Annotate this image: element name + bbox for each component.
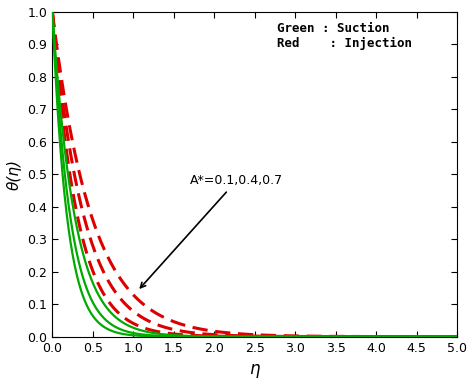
Y-axis label: θ(η): θ(η): [7, 159, 22, 190]
Text: Green : Suction
Red    : Injection: Green : Suction Red : Injection: [277, 22, 412, 50]
X-axis label: η: η: [249, 360, 260, 378]
Text: A*=0.1,0.4,0.7: A*=0.1,0.4,0.7: [140, 174, 283, 288]
